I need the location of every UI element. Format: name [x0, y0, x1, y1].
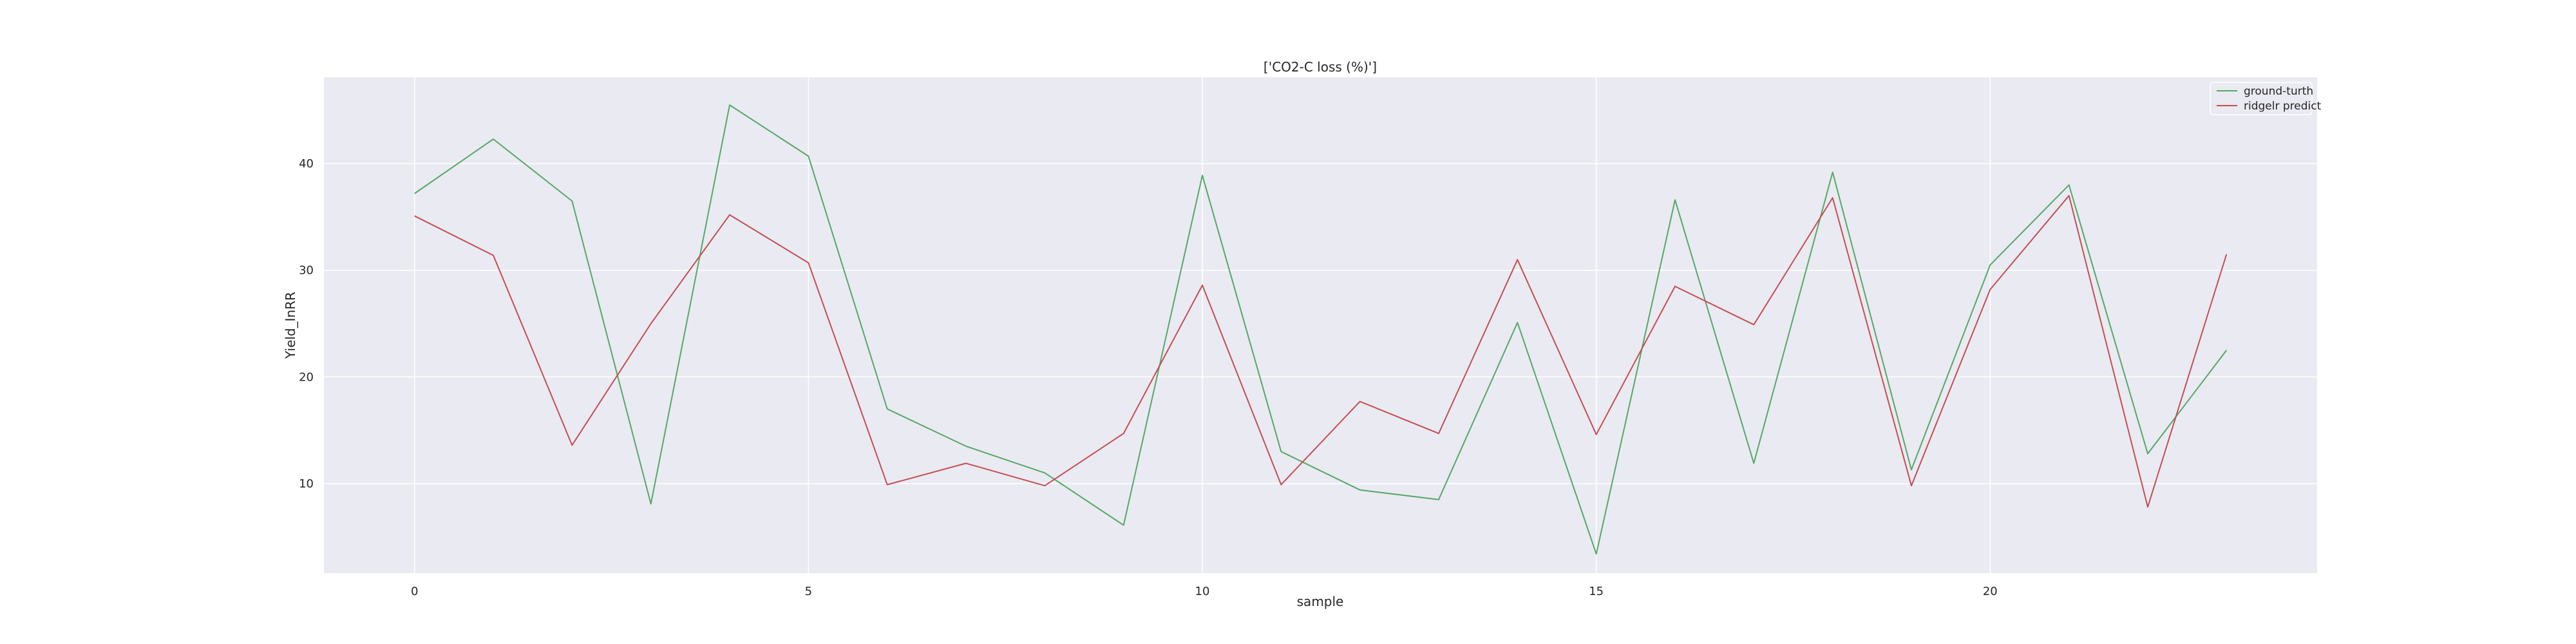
x-axis-label: sample — [1297, 594, 1344, 609]
y-tick-label: 20 — [299, 370, 314, 384]
legend-label-ridgelr-predict: ridgelr predict — [2244, 100, 2322, 113]
y-tick-label: 40 — [299, 157, 314, 171]
chart-title: ['CO2-C loss (%)'] — [1264, 59, 1377, 75]
y-tick-label: 10 — [299, 477, 314, 491]
x-tick-label: 15 — [1589, 585, 1604, 598]
grid-lines — [324, 77, 2317, 573]
legend: ground-turth ridgelr predict — [2210, 82, 2322, 115]
plot-area-background — [324, 77, 2317, 573]
series-line-ridgelr-predict — [414, 194, 2228, 508]
x-tick-label: 5 — [805, 585, 812, 598]
x-tick-label: 0 — [411, 585, 418, 598]
data-series — [414, 104, 2228, 555]
x-tick-label: 10 — [1195, 585, 1210, 598]
series-line-ground-turth — [414, 104, 2228, 555]
y-axis-label: Yield_InRR — [283, 292, 298, 359]
y-tick-label: 30 — [299, 264, 314, 278]
x-tick-label: 20 — [1983, 585, 1998, 598]
legend-label-ground-turth: ground-turth — [2244, 85, 2313, 98]
axis-ticks: 0 5 10 15 20 10 20 30 40 — [299, 157, 1998, 598]
